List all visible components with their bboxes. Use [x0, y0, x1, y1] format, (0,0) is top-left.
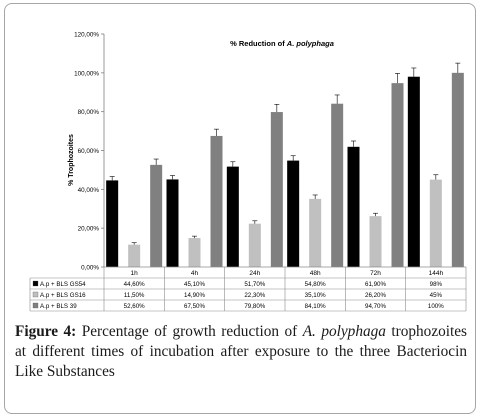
- data-label: 45,10%: [184, 281, 205, 288]
- bar: [331, 103, 344, 267]
- bar: [309, 198, 322, 267]
- chart-title: % Reduction of A. polyphaga: [230, 39, 334, 48]
- legend-label: A.p + BLS 39: [40, 303, 77, 310]
- y-tick-label: 20,00%: [78, 226, 100, 233]
- x-tick-label: 144h: [429, 270, 444, 277]
- data-label: 67,50%: [184, 303, 205, 310]
- bar: [226, 166, 239, 267]
- caption-text-before: Percentage of growth reduction of: [76, 323, 303, 340]
- x-tick-label: 24h: [249, 270, 260, 277]
- data-label: 98%: [430, 281, 443, 288]
- y-tick-label: 100,00%: [74, 70, 99, 77]
- bar: [106, 180, 119, 267]
- data-label: 79,80%: [244, 303, 265, 310]
- data-label: 22,30%: [244, 292, 265, 299]
- y-tick-label: 80,00%: [78, 109, 100, 116]
- data-label: 44,60%: [124, 281, 145, 288]
- bar: [429, 179, 442, 267]
- data-label: 26,20%: [365, 292, 386, 299]
- x-tick-label: 48h: [310, 270, 321, 277]
- data-label: 45%: [430, 292, 443, 299]
- x-tick-label: 4h: [191, 270, 199, 277]
- bar: [150, 164, 163, 267]
- bar: [347, 146, 360, 267]
- legend-label: A.p + BLS GS16: [40, 292, 86, 299]
- y-tick-label: 120,00%: [74, 32, 99, 39]
- bar: [391, 83, 404, 267]
- legend-swatch: [32, 291, 39, 298]
- y-tick-label: 60,00%: [78, 148, 100, 155]
- y-axis-label: % Trophozoites: [68, 134, 75, 186]
- data-label: 100%: [428, 303, 444, 310]
- legend-label: A.p + BLS GS54: [40, 281, 86, 288]
- y-tick-label: 40,00%: [78, 187, 100, 194]
- bar: [128, 244, 141, 267]
- data-label: 84,10%: [305, 303, 326, 310]
- figure-caption: Figure 4: Percentage of growth reduction…: [15, 322, 467, 382]
- data-label: 54,80%: [305, 281, 326, 288]
- bar: [270, 112, 283, 268]
- data-label: 61,90%: [365, 281, 386, 288]
- legend-swatch: [32, 302, 39, 309]
- bar: [369, 216, 382, 267]
- caption-figure-label: Figure 4:: [15, 323, 77, 340]
- caption-species: A. polyphaga: [302, 323, 386, 340]
- caption-text-after: trophozoites at different times of incub…: [15, 323, 467, 380]
- y-tick-label: 0,00%: [81, 265, 99, 272]
- data-label: 35,10%: [305, 292, 326, 299]
- x-tick-label: 1h: [131, 270, 139, 277]
- data-label: 52,60%: [124, 303, 145, 310]
- bar: [287, 160, 300, 267]
- data-label: 11,50%: [124, 292, 145, 299]
- data-label: 94,70%: [365, 303, 386, 310]
- bar: [210, 135, 223, 267]
- bar: [188, 238, 201, 267]
- bar: [248, 223, 261, 267]
- data-label: 14,90%: [184, 292, 205, 299]
- x-tick-label: 72h: [370, 270, 381, 277]
- bar: [166, 179, 179, 267]
- bar: [451, 72, 464, 267]
- bar: [407, 76, 420, 267]
- legend-swatch: [32, 280, 39, 287]
- data-label: 51,70%: [244, 281, 265, 288]
